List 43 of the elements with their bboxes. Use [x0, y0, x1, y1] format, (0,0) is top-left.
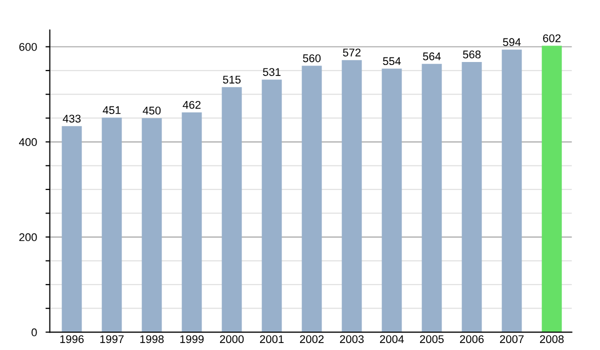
bar [302, 66, 322, 332]
bar [422, 64, 442, 332]
bar [342, 60, 362, 332]
data-label: 594 [502, 38, 521, 46]
x-tick-label: 1997 [100, 335, 124, 344]
bar [262, 80, 282, 332]
data-label: 560 [302, 54, 321, 62]
x-tick-label: 1996 [60, 335, 84, 344]
x-tick-label: 2003 [340, 335, 364, 344]
data-label: 572 [342, 48, 361, 56]
bar [462, 62, 482, 332]
x-tick-label: 2007 [500, 335, 524, 344]
x-tick-label: 2004 [380, 335, 404, 344]
y-tick-label: 600 [19, 43, 37, 51]
x-tick-label: 2002 [300, 335, 324, 344]
bar [542, 46, 562, 332]
data-label: 450 [142, 106, 161, 115]
data-label: 451 [102, 106, 121, 114]
x-tick-label: 2006 [460, 335, 484, 344]
bar [222, 87, 242, 332]
data-label: 433 [62, 114, 81, 123]
data-label: 462 [182, 100, 201, 109]
bar [62, 126, 82, 332]
data-label: 554 [382, 57, 401, 66]
x-tick-label: 2008 [540, 335, 564, 344]
data-label: 564 [422, 52, 441, 60]
x-tick-label: 2001 [260, 335, 284, 344]
bar [102, 118, 122, 332]
x-tick-label: 2005 [420, 335, 444, 344]
data-label: 531 [262, 68, 281, 76]
x-tick-label: 1998 [140, 335, 164, 344]
y-tick-label: 200 [19, 233, 37, 242]
data-label: 568 [462, 50, 481, 58]
bar [382, 68, 402, 332]
x-tick-label: 1999 [180, 335, 204, 344]
y-tick-label: 400 [19, 138, 37, 146]
data-label: 602 [543, 34, 561, 42]
data-label: 515 [222, 76, 241, 84]
bar [142, 118, 162, 332]
bar [502, 50, 522, 332]
x-tick-label: 2000 [220, 335, 244, 344]
y-tick-label: 0 [32, 328, 37, 336]
bar [182, 112, 202, 332]
